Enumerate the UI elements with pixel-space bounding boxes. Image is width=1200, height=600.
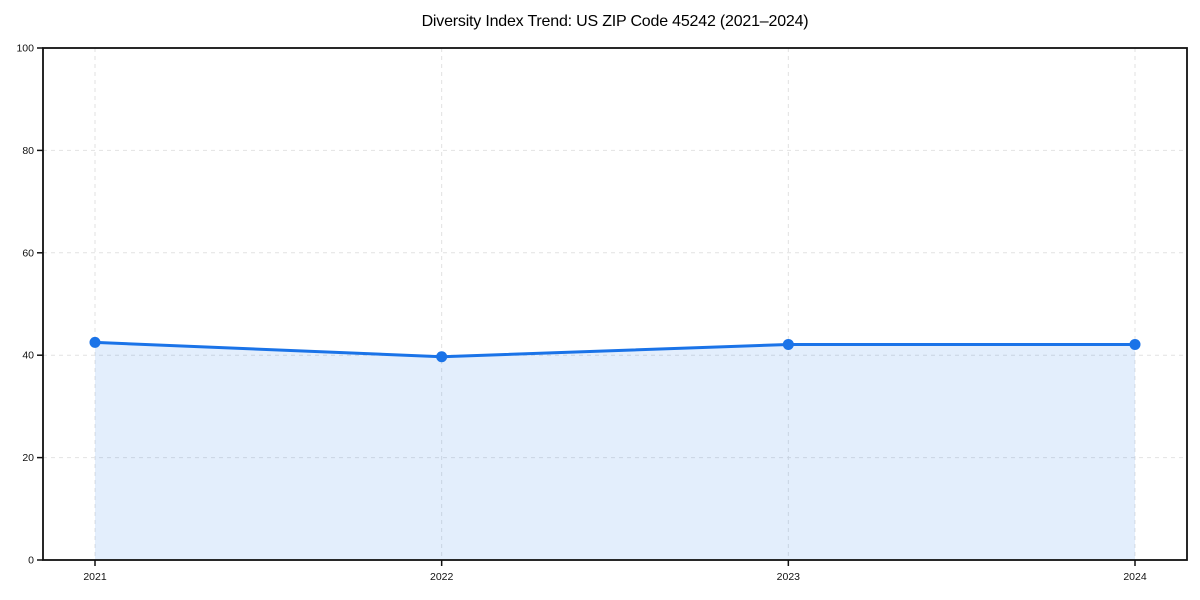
y-tick-label: 0 [28, 555, 34, 567]
data-point [782, 338, 794, 350]
y-tick-label: 60 [22, 247, 34, 259]
x-tick-label: 2024 [1123, 571, 1147, 583]
data-point [1129, 338, 1141, 350]
x-tick-label: 2023 [777, 571, 801, 583]
trend-line [93, 340, 1137, 359]
y-tick-label: 100 [16, 43, 34, 55]
data-point [89, 336, 101, 348]
chart-title: Diversity Index Trend: US ZIP Code 45242… [421, 13, 809, 30]
axis-frame [42, 47, 1188, 561]
y-tick-label: 80 [22, 145, 34, 157]
y-tick-label: 40 [22, 350, 34, 362]
x-tick-label: 2021 [83, 571, 107, 583]
area-fill [95, 342, 1135, 560]
y-tick-label: 20 [22, 452, 34, 464]
x-tick-label: 2022 [430, 571, 454, 583]
data-point [436, 351, 448, 363]
